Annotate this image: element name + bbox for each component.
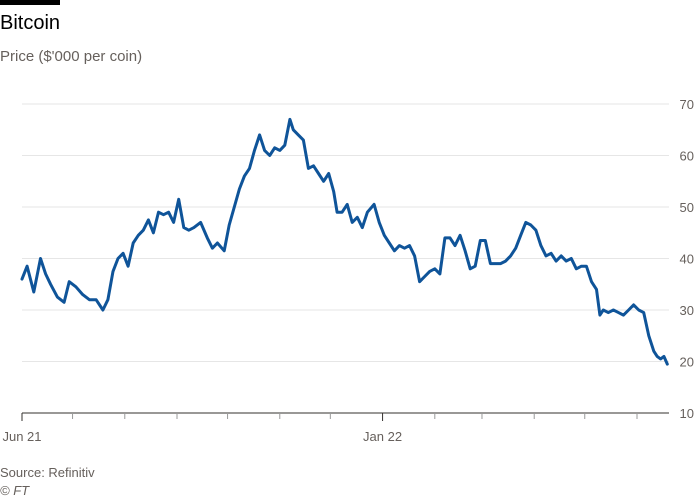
credit-note: © FT (0, 483, 30, 498)
y-axis: 10 20 30 40 50 60 70 (680, 97, 694, 421)
chart-title: Bitcoin (0, 12, 61, 34)
y-tick-label-40: 40 (680, 252, 694, 267)
y-tick-label-20: 20 (680, 355, 694, 370)
series-line-0 (20, 117, 669, 366)
y-tick-label-70: 70 (680, 97, 694, 112)
y-tick-label-30: 30 (680, 303, 694, 318)
chart-subtitle: Price ($'000 per coin) (0, 48, 143, 65)
brand-bar (0, 0, 60, 5)
gridlines (22, 103, 669, 362)
x-tick-label: Jan 22 (363, 429, 402, 444)
y-tick-label-60: 60 (680, 149, 694, 164)
x-tick-label: Jun 21 (2, 429, 41, 444)
source-note: Source: Refinitiv (0, 465, 95, 480)
x-axis: Jun 21 Jan 22 (2, 412, 669, 444)
y-tick-label-10: 10 (680, 406, 694, 421)
series-group (20, 117, 669, 366)
y-tick-label-50: 50 (680, 200, 694, 215)
